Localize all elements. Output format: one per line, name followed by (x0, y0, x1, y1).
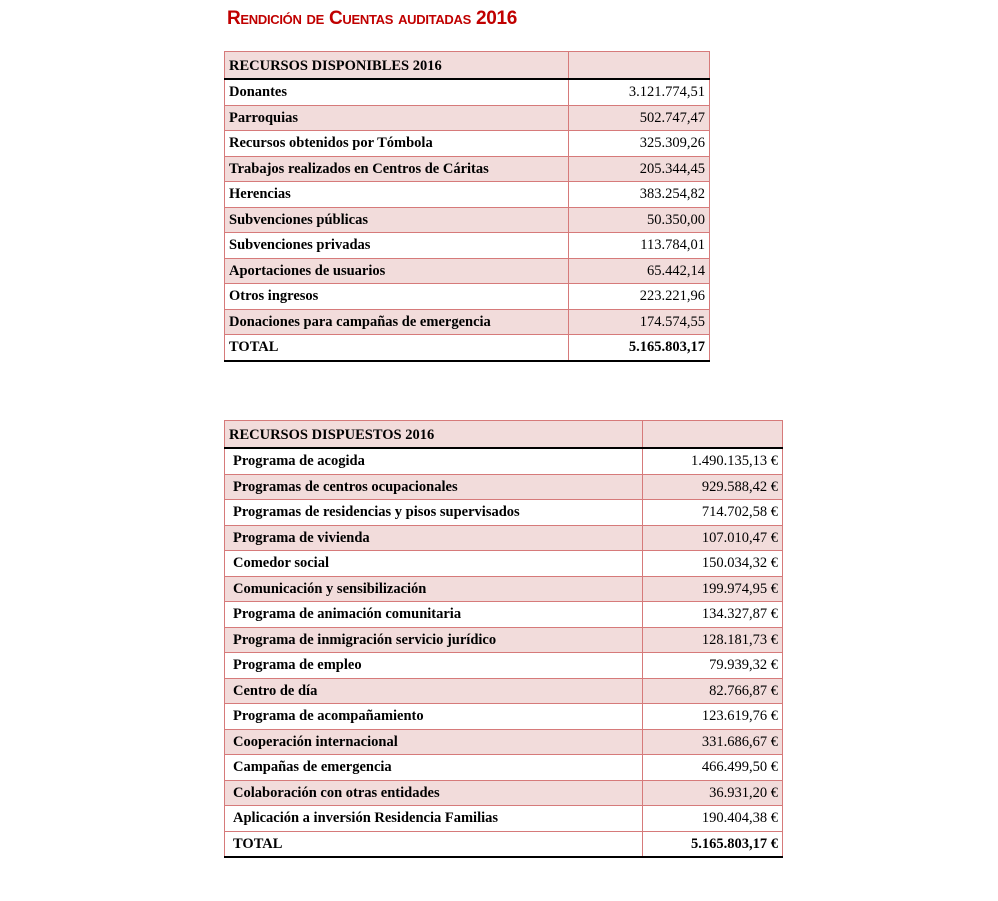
table-row: Programas de centros ocupacionales 929.58… (224, 473, 783, 500)
row-value: 929.588,42 € (642, 473, 783, 500)
row-label: Comunicación y sensibilización (224, 575, 643, 602)
table-row: Programa de inmigración servicio jurídic… (224, 626, 783, 653)
table-row: Donantes 3.121.774,51 (224, 78, 710, 106)
table-row: Parroquias 502.747,47 (224, 104, 710, 131)
row-label: Cooperación internacional (224, 728, 643, 755)
table-row: Programa de acogida 1.490.135,13 € (224, 447, 783, 475)
table-row: Centro de día 82.766,87 € (224, 677, 783, 704)
row-value: 113.784,01 (568, 232, 710, 259)
row-value: 325.309,26 (568, 130, 710, 157)
row-value: 223.221,96 (568, 283, 710, 310)
row-label: Programas de centros ocupacionales (224, 473, 643, 500)
table-row: Otros ingresos 223.221,96 (224, 283, 710, 310)
row-label: Trabajos realizados en Centros de Cárita… (224, 155, 569, 182)
table-row: Aplicación a inversión Residencia Famili… (224, 805, 783, 832)
table-row: Subvenciones privadas 113.784,01 (224, 232, 710, 259)
row-value: 714.702,58 € (642, 499, 783, 526)
row-label: Comedor social (224, 550, 643, 577)
table-row: Trabajos realizados en Centros de Cárita… (224, 155, 710, 182)
row-value: 79.939,32 € (642, 652, 783, 679)
row-label: Donaciones para campañas de emergencia (224, 308, 569, 335)
row-label: Programa de empleo (224, 652, 643, 679)
row-value: 383.254,82 (568, 181, 710, 208)
row-value: 150.034,32 € (642, 550, 783, 577)
row-label: Otros ingresos (224, 283, 569, 310)
row-label: Centro de día (224, 677, 643, 704)
total-row: TOTAL 5.165.803,17 (224, 334, 710, 362)
total-label: TOTAL (224, 334, 569, 362)
row-value: 174.574,55 (568, 308, 710, 335)
row-value: 82.766,87 € (642, 677, 783, 704)
row-value: 107.010,47 € (642, 524, 783, 551)
table-row: Programa de acompañamiento 123.619,76 € (224, 703, 783, 730)
row-label: Programas de residencias y pisos supervi… (224, 499, 643, 526)
row-label: Programa de acompañamiento (224, 703, 643, 730)
table-row: Campañas de emergencia 466.499,50 € (224, 754, 783, 781)
table-row: Comedor social 150.034,32 € (224, 550, 783, 577)
row-value: 331.686,67 € (642, 728, 783, 755)
table-header: RECURSOS DISPONIBLES 2016 (224, 51, 569, 80)
row-value: 65.442,14 (568, 257, 710, 284)
row-value: 190.404,38 € (642, 805, 783, 832)
recursos-dispuestos-table: RECURSOS DISPUESTOS 2016 Programa de acog… (224, 420, 783, 858)
row-value: 134.327,87 € (642, 601, 783, 628)
row-value: 502.747,47 (568, 104, 710, 131)
row-label: Programa de inmigración servicio jurídic… (224, 626, 643, 653)
row-value: 466.499,50 € (642, 754, 783, 781)
table-header-row: RECURSOS DISPUESTOS 2016 (224, 420, 783, 449)
row-value: 199.974,95 € (642, 575, 783, 602)
row-label: Recursos obtenidos por Tómbola (224, 130, 569, 157)
row-value: 3.121.774,51 (568, 78, 710, 106)
total-row: TOTAL 5.165.803,17 € (224, 830, 783, 858)
total-value: 5.165.803,17 (568, 334, 710, 362)
row-label: Aportaciones de usuarios (224, 257, 569, 284)
table-row: Cooperación internacional 331.686,67 € (224, 728, 783, 755)
total-label: TOTAL (224, 830, 643, 858)
total-value: 5.165.803,17 € (642, 830, 783, 858)
table-row: Subvenciones públicas 50.350,00 (224, 206, 710, 233)
table-row: Programa de empleo 79.939,32 € (224, 652, 783, 679)
recursos-disponibles-table: RECURSOS DISPONIBLES 2016 Donantes 3.121.7… (224, 51, 710, 362)
row-label: Programa de animación comunitaria (224, 601, 643, 628)
row-label: Aplicación a inversión Residencia Famili… (224, 805, 643, 832)
row-value: 36.931,20 € (642, 779, 783, 806)
table-row: Programas de residencias y pisos supervi… (224, 499, 783, 526)
table-row: Donaciones para campañas de emergencia 17… (224, 308, 710, 335)
row-value: 205.344,45 (568, 155, 710, 182)
row-label: Programa de vivienda (224, 524, 643, 551)
row-label: Parroquias (224, 104, 569, 131)
table-header: RECURSOS DISPUESTOS 2016 (224, 420, 643, 449)
table-row: Recursos obtenidos por Tómbola 325.309,26 (224, 130, 710, 157)
row-label: Campañas de emergencia (224, 754, 643, 781)
row-value: 123.619,76 € (642, 703, 783, 730)
row-label: Subvenciones públicas (224, 206, 569, 233)
row-value: 1.490.135,13 € (642, 447, 783, 475)
table-row: Comunicación y sensibilización 199.974,95… (224, 575, 783, 602)
table-header-row: RECURSOS DISPONIBLES 2016 (224, 51, 710, 80)
table-row: Colaboración con otras entidades 36.931,2… (224, 779, 783, 806)
row-label: Colaboración con otras entidades (224, 779, 643, 806)
table-row: Herencias 383.254,82 (224, 181, 710, 208)
row-label: Programa de acogida (224, 447, 643, 475)
row-label: Subvenciones privadas (224, 232, 569, 259)
table-row: Programa de vivienda 107.010,47 € (224, 524, 783, 551)
table-row: Programa de animación comunitaria 134.327… (224, 601, 783, 628)
row-label: Donantes (224, 78, 569, 106)
table-row: Aportaciones de usuarios 65.442,14 (224, 257, 710, 284)
row-label: Herencias (224, 181, 569, 208)
row-value: 128.181,73 € (642, 626, 783, 653)
row-value: 50.350,00 (568, 206, 710, 233)
document-title: Rendición de Cuentas auditadas 2016 (227, 8, 518, 29)
